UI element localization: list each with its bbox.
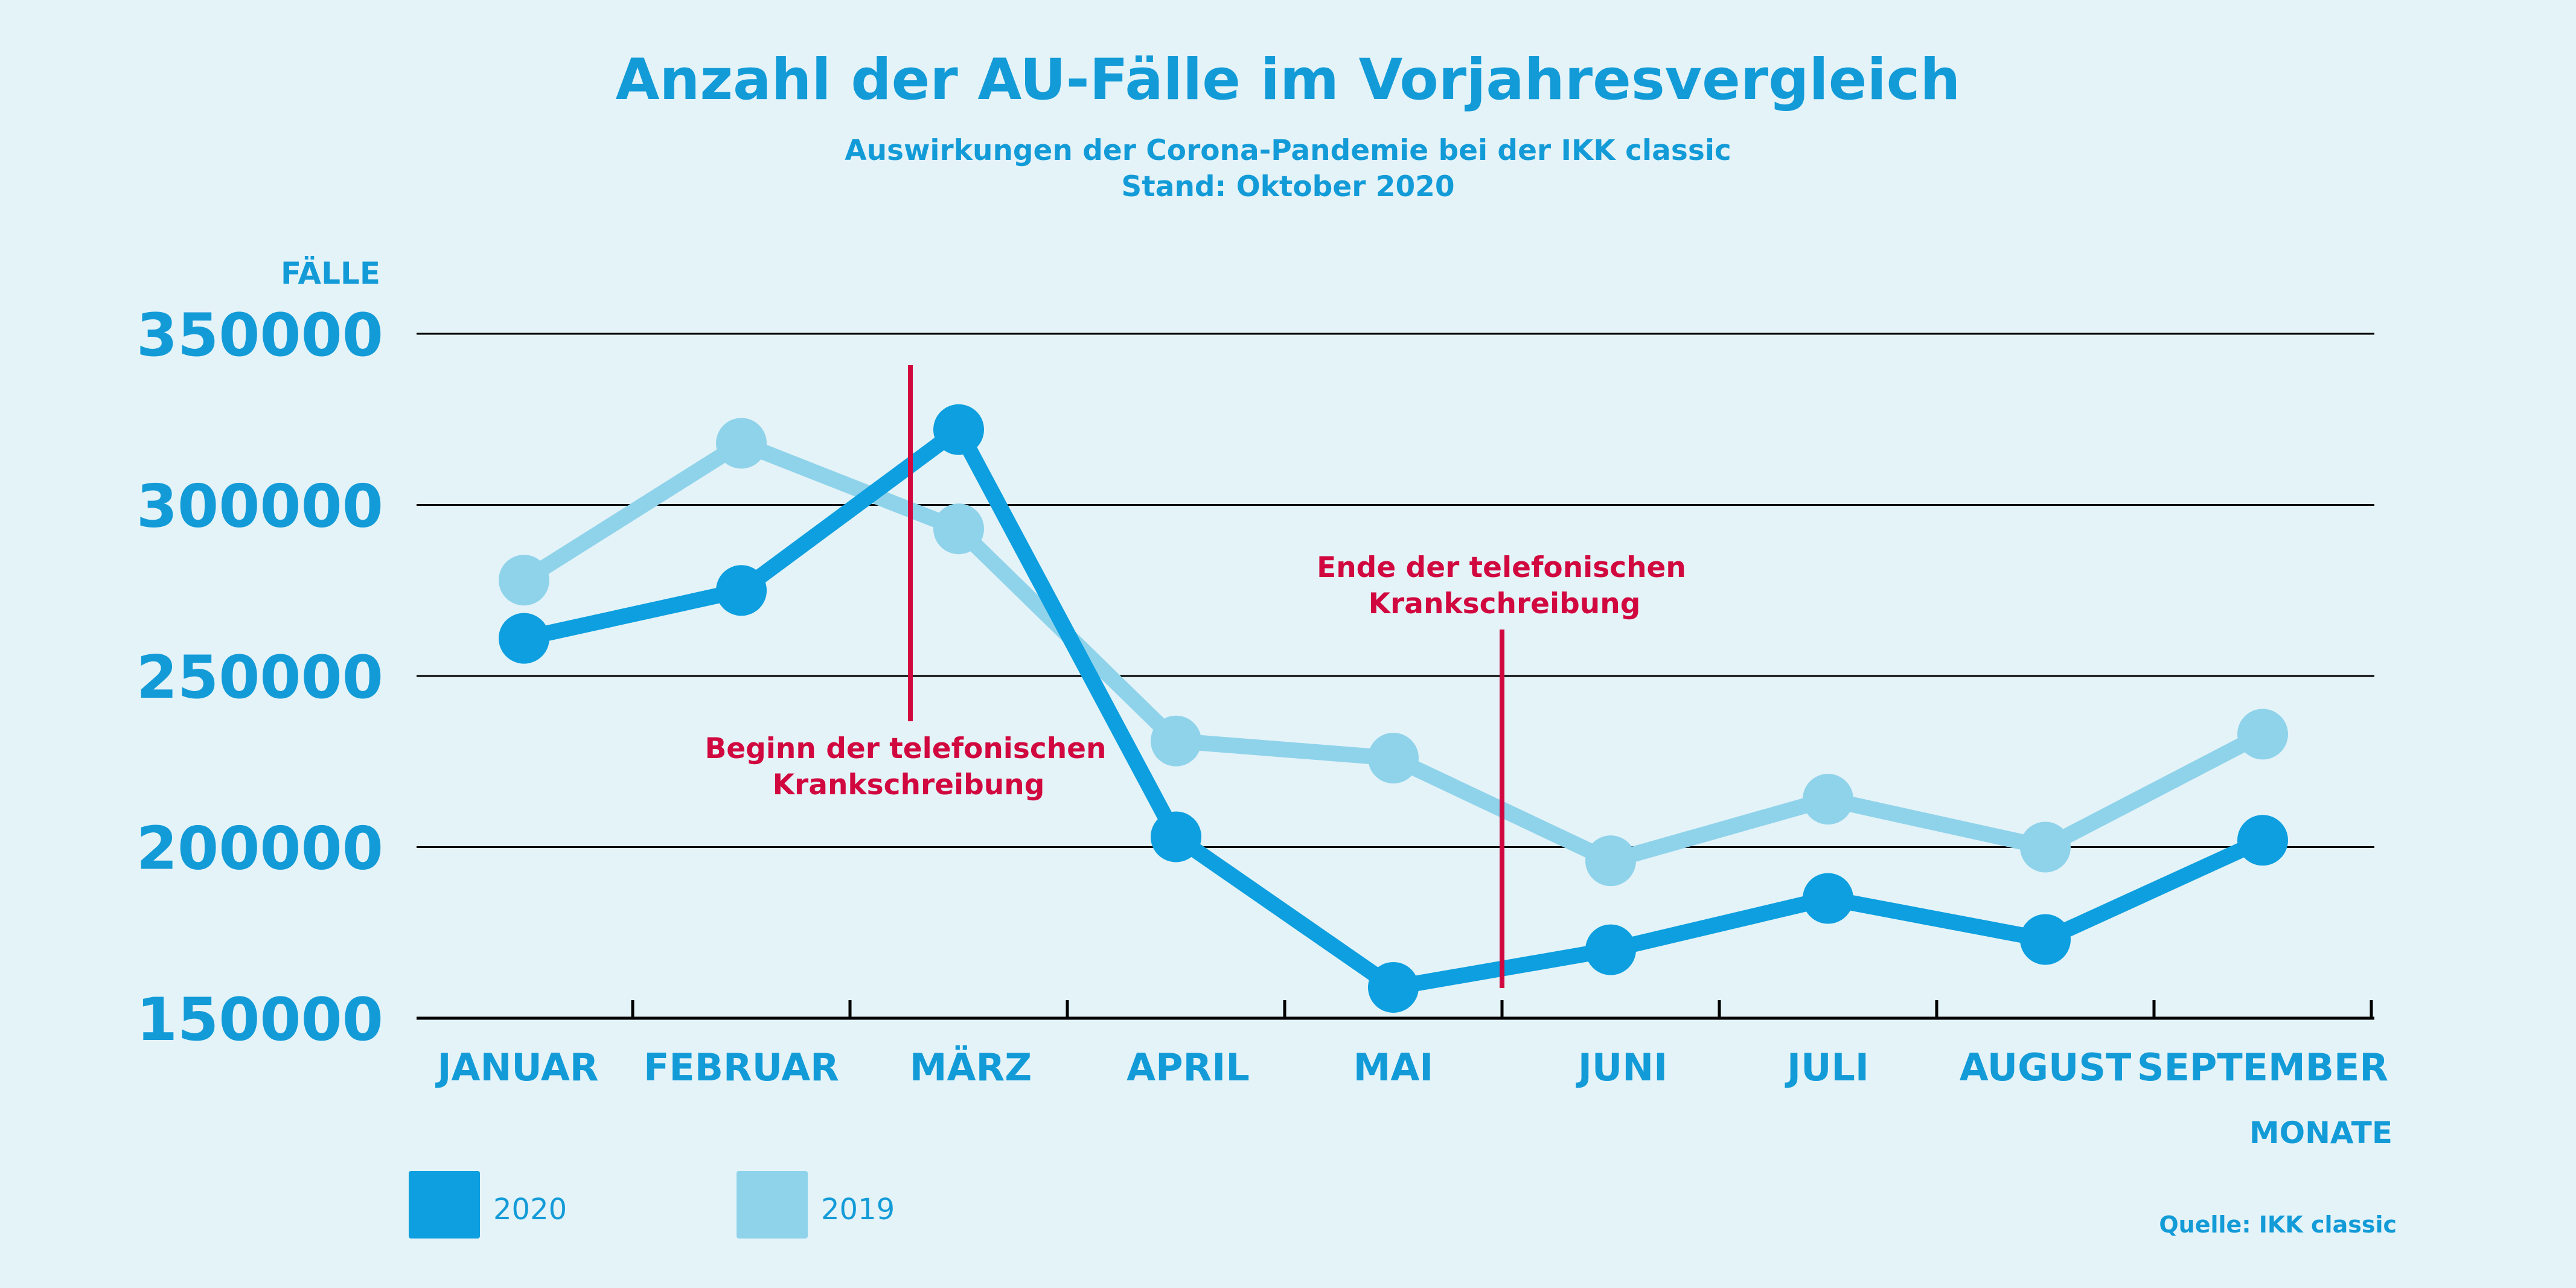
legend-item-2020: 2020	[409, 1171, 567, 1239]
x-tick-label: JANUAR	[435, 1045, 598, 1089]
y-tick-label: 350000	[136, 301, 383, 370]
data-point-2020	[499, 613, 549, 664]
x-tick-label: AUGUST	[1960, 1045, 2132, 1089]
legend-label-2020: 2020	[493, 1193, 567, 1226]
source-note: Quelle: IKK classic	[2159, 1211, 2397, 1238]
data-point-2020	[933, 404, 984, 455]
data-point-2019	[1151, 715, 1201, 767]
data-point-2019	[2020, 821, 2071, 873]
data-point-2020	[1368, 961, 1419, 1013]
y-axis-label: FÄLLE	[281, 256, 380, 291]
x-tick-label: MÄRZ	[910, 1045, 1032, 1089]
data-point-2020	[2020, 914, 2071, 965]
annotation-label-end: Ende der telefonischen	[1317, 551, 1686, 584]
chart-date: Stand: Oktober 2020	[1121, 170, 1455, 203]
legend-swatch-2020	[409, 1171, 480, 1239]
legend-item-2019: 2019	[737, 1171, 895, 1239]
data-point-2019	[1803, 774, 1853, 825]
x-tick-label: FEBRUAR	[644, 1045, 839, 1089]
y-tick-label: 200000	[136, 815, 383, 884]
x-tick-label: JULI	[1785, 1045, 1869, 1089]
y-tick-label: 150000	[136, 986, 383, 1054]
data-point-2020	[1803, 873, 1853, 924]
y-tick-label: 300000	[136, 473, 383, 541]
data-point-2019	[2237, 709, 2288, 760]
series-line-2020	[516, 421, 2271, 995]
legend-swatch-2019	[737, 1171, 808, 1239]
chart-title: Anzahl der AU-Fälle im Vorjahresvergleic…	[615, 47, 1961, 113]
data-point-2019	[716, 418, 767, 469]
annotation-label-start-2: Krankschreibung	[773, 768, 1045, 802]
data-point-2020	[2237, 815, 2288, 866]
data-point-2019	[499, 555, 549, 606]
annotation-label-end-2: Krankschreibung	[1369, 587, 1641, 620]
y-tick-label: 250000	[136, 643, 383, 712]
data-point-2020	[1151, 811, 1201, 862]
data-point-2020	[716, 565, 767, 616]
x-axis-label: MONATE	[2249, 1115, 2392, 1150]
data-point-2020	[1585, 924, 1636, 975]
x-tick-label: SEPTEMBER	[2137, 1045, 2388, 1089]
chart-subtitle: Auswirkungen der Corona-Pandemie bei der…	[845, 134, 1731, 167]
x-tick-label: JUNI	[1576, 1045, 1667, 1089]
data-point-2019	[1585, 835, 1636, 887]
x-tick-label: APRIL	[1127, 1045, 1250, 1089]
legend-label-2019: 2019	[821, 1193, 895, 1226]
data-point-2019	[1368, 733, 1419, 784]
data-point-2019	[933, 503, 984, 555]
annotation-label-start: Beginn der telefonischen	[705, 732, 1106, 765]
x-tick-label: MAI	[1354, 1045, 1434, 1089]
